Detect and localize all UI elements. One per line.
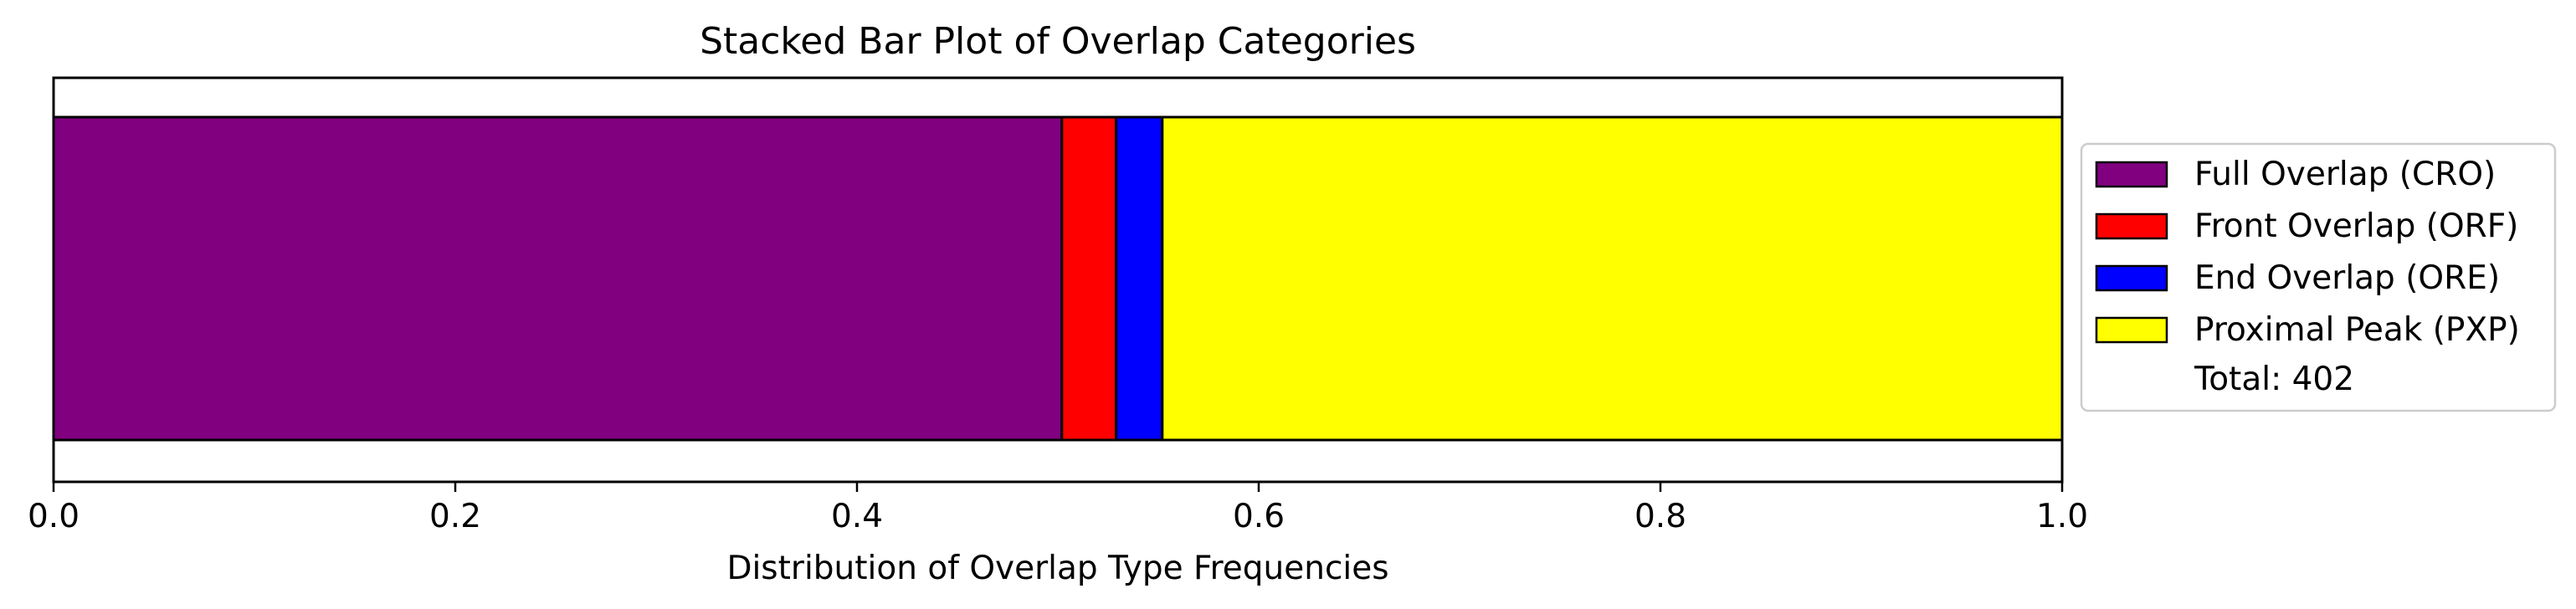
- bar-segment-full-overlap-cro: [52, 115, 1064, 442]
- bar-segment-proximal-peak-pxp: [1161, 115, 2064, 442]
- legend-label-end-overlap-ore: End Overlap (ORE): [2194, 259, 2500, 297]
- legend-label-proximal-peak-pxp: Proximal Peak (PXP): [2194, 311, 2520, 349]
- legend-total-label: Total: 402: [2194, 361, 2354, 398]
- x-tick-label: 0.6: [1233, 498, 1285, 535]
- legend-swatch-front-overlap-orf: [2095, 212, 2168, 240]
- x-tick-label: 0.2: [429, 498, 481, 535]
- legend-label-front-overlap-orf: Front Overlap (ORF): [2194, 207, 2518, 245]
- plot-frame: [52, 76, 2064, 484]
- bar-segment-front-overlap-orf: [1060, 115, 1118, 442]
- bar-segment-end-overlap-ore: [1115, 115, 1164, 442]
- legend-frame: [2080, 142, 2557, 412]
- legend-swatch-end-overlap-ore: [2095, 264, 2168, 292]
- x-axis: 0.0 0.2 0.4 0.6 0.8 1.0: [28, 482, 2088, 535]
- legend: Full Overlap (CRO) Front Overlap (ORF) End…: [2080, 142, 2557, 412]
- x-tick-label: 0.0: [28, 498, 80, 535]
- x-tick-label: 1.0: [2036, 498, 2088, 535]
- x-tick-label: 0.4: [831, 498, 883, 535]
- chart-title: Stacked Bar Plot of Overlap Categories: [700, 20, 1416, 63]
- x-axis-label: Distribution of Overlap Type Frequencies: [726, 550, 1388, 587]
- x-tick-label: 0.8: [1634, 498, 1686, 535]
- legend-swatch-full-overlap-cro: [2095, 161, 2168, 188]
- legend-label-full-overlap-cro: Full Overlap (CRO): [2194, 156, 2496, 193]
- legend-swatch-proximal-peak-pxp: [2095, 316, 2168, 344]
- bar-segments: [52, 115, 2064, 442]
